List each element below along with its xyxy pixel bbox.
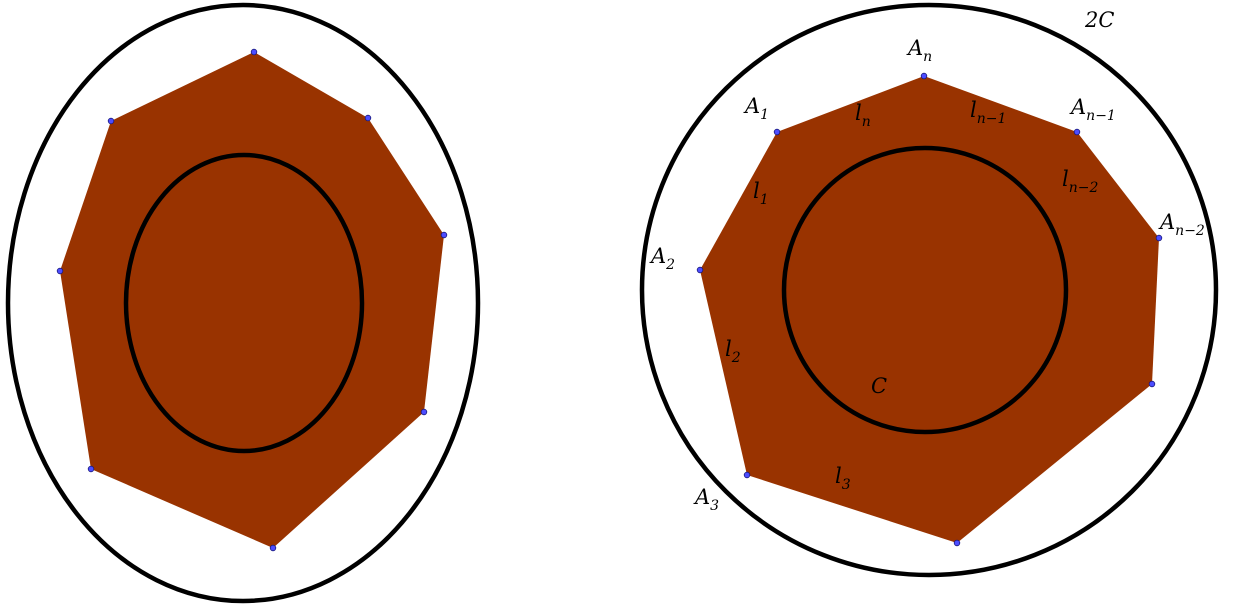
vertex-point — [920, 72, 928, 80]
side-label-l3: l3 — [835, 464, 851, 493]
vertex-point — [87, 465, 95, 473]
vertex-point — [773, 128, 781, 136]
vertex-point — [56, 267, 64, 275]
vertex-label-an: An — [906, 36, 932, 65]
left-outer-curve — [5, 2, 481, 604]
vertex-point — [269, 544, 277, 552]
vertex-label-a3: A3 — [693, 485, 719, 514]
side-label-ln: ln — [855, 101, 871, 130]
left-figure — [5, 2, 481, 604]
left-inner-curve — [123, 152, 365, 454]
vertex-point — [696, 266, 704, 274]
side-label-l2: l2 — [725, 337, 741, 366]
left-vertex-points — [56, 48, 448, 552]
vertex-point — [953, 539, 961, 547]
inner-curve-label: C — [871, 374, 887, 398]
right-outer-curve — [639, 2, 1219, 578]
vertex-label-a1: A1 — [743, 94, 769, 123]
vertex-point — [743, 471, 751, 479]
right-inner-curve — [781, 145, 1069, 435]
vertex-point — [420, 408, 428, 416]
right-polygon — [700, 76, 1159, 543]
vertex-label-a2: A2 — [649, 244, 675, 273]
side-label-ln-1: ln−1 — [970, 98, 1006, 127]
vertex-label-an-1: An−1 — [1069, 95, 1116, 124]
vertex-point — [440, 231, 448, 239]
vertex-point — [107, 117, 115, 125]
vertex-point — [1073, 128, 1081, 136]
left-polygon — [60, 52, 444, 548]
vertex-point — [364, 114, 372, 122]
vertex-label-an-2: An−2 — [1158, 210, 1205, 239]
right-figure: 2C C An A1 An−1 An−2 A2 A3 ln ln−1 — [639, 2, 1219, 578]
vertex-point — [250, 48, 258, 56]
outer-curve-label: 2C — [1084, 8, 1114, 32]
vertex-point — [1155, 234, 1163, 242]
right-vertex-points — [696, 72, 1163, 547]
vertex-point — [1148, 380, 1156, 388]
side-label-l1: l1 — [753, 179, 769, 208]
side-label-ln-2: ln−2 — [1062, 167, 1098, 196]
